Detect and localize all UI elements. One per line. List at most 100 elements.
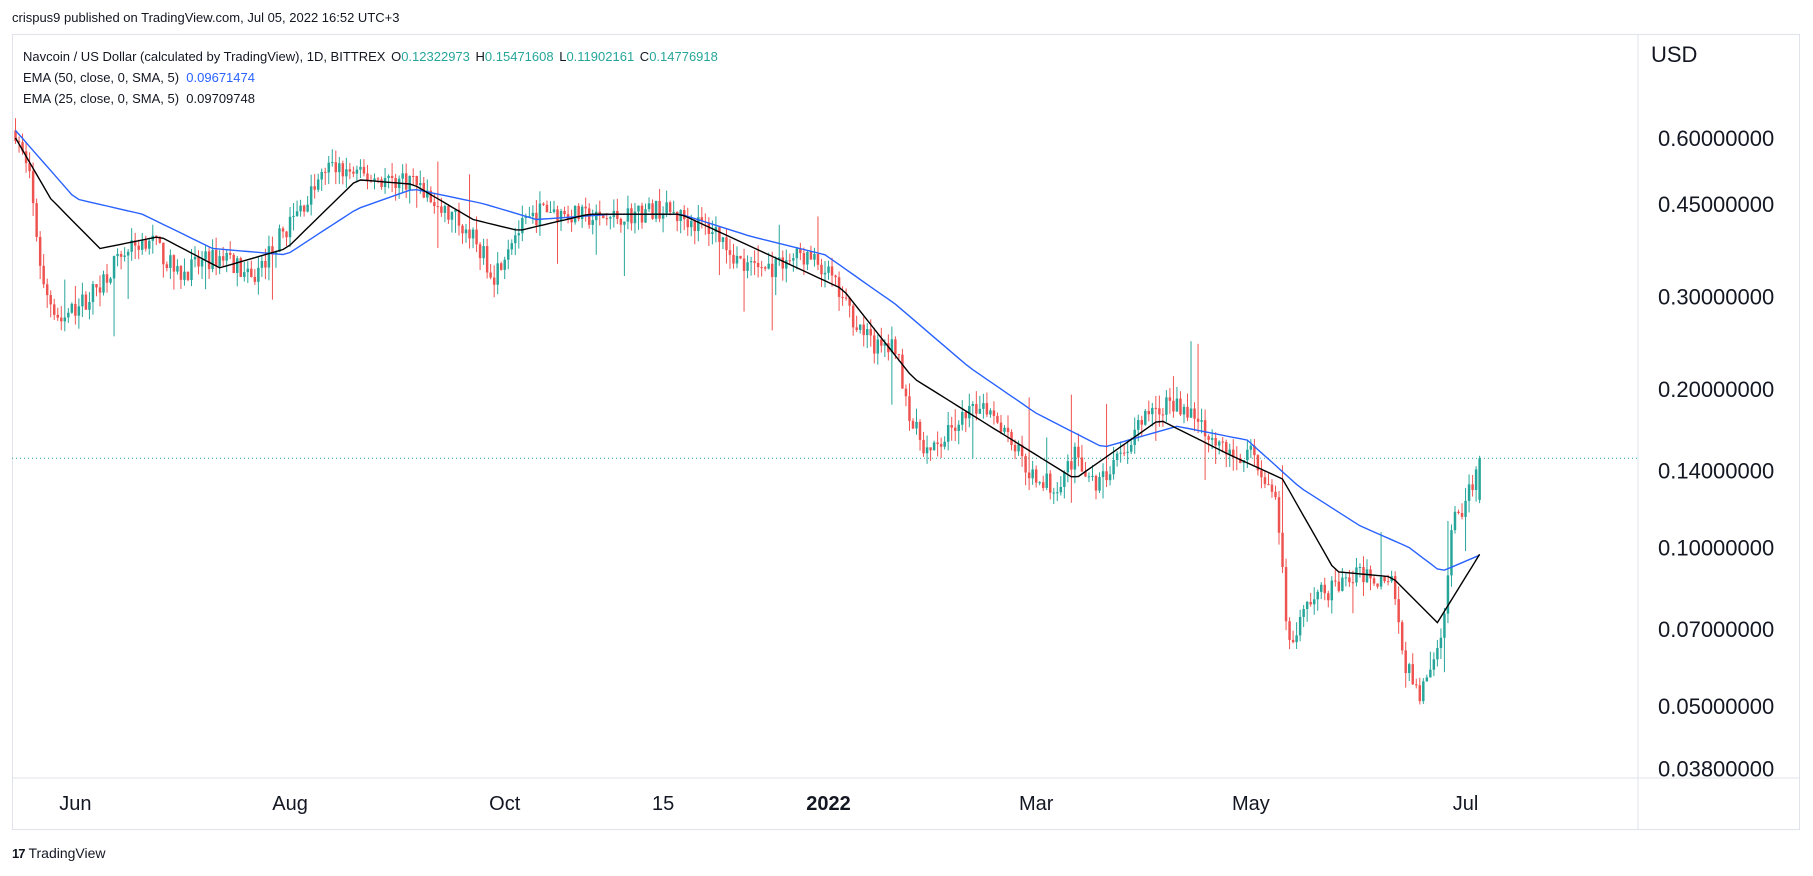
candle[interactable] <box>813 247 816 267</box>
candle[interactable] <box>1182 403 1186 424</box>
candle[interactable] <box>28 152 31 179</box>
candle[interactable] <box>186 271 190 282</box>
candle[interactable] <box>35 198 38 242</box>
candle[interactable] <box>570 209 573 232</box>
candlestick-series[interactable] <box>14 118 1481 705</box>
candle[interactable] <box>1147 400 1151 422</box>
candle[interactable] <box>1302 604 1305 628</box>
candle[interactable] <box>728 238 732 269</box>
candle[interactable] <box>707 217 711 246</box>
candle[interactable] <box>609 215 612 230</box>
candle[interactable] <box>957 420 960 445</box>
candle[interactable] <box>507 239 510 270</box>
candle[interactable] <box>496 252 499 295</box>
candle[interactable] <box>246 261 250 284</box>
candle[interactable] <box>1277 490 1281 545</box>
candle[interactable] <box>612 199 616 228</box>
candle[interactable] <box>799 242 802 261</box>
candle[interactable] <box>890 326 894 405</box>
candle[interactable] <box>862 316 865 347</box>
candle[interactable] <box>355 165 359 183</box>
candle[interactable] <box>975 391 978 421</box>
candle[interactable] <box>1129 437 1133 455</box>
candle[interactable] <box>925 435 929 464</box>
candle[interactable] <box>770 251 774 331</box>
candle[interactable] <box>950 416 953 441</box>
candle[interactable] <box>450 211 454 233</box>
candle[interactable] <box>901 348 904 389</box>
candle[interactable] <box>56 307 59 321</box>
candle[interactable] <box>1411 653 1414 685</box>
candle[interactable] <box>1232 439 1235 471</box>
candle[interactable] <box>816 216 820 271</box>
candle[interactable] <box>95 284 98 297</box>
candle[interactable] <box>1397 586 1400 634</box>
candle[interactable] <box>137 239 140 260</box>
candle[interactable] <box>1390 570 1393 583</box>
candle[interactable] <box>1432 652 1436 677</box>
candle[interactable] <box>1200 408 1203 434</box>
candle[interactable] <box>542 202 545 206</box>
candle[interactable] <box>352 166 355 178</box>
candle[interactable] <box>260 255 264 278</box>
candle[interactable] <box>1161 407 1165 427</box>
candle[interactable] <box>1027 397 1031 491</box>
candle[interactable] <box>485 238 489 279</box>
candle[interactable] <box>1309 592 1312 607</box>
candle[interactable] <box>1379 532 1383 590</box>
candle[interactable] <box>383 167 387 194</box>
candle[interactable] <box>1274 485 1277 500</box>
candle[interactable] <box>806 250 809 271</box>
candle[interactable] <box>454 208 457 233</box>
candle[interactable] <box>1094 474 1098 500</box>
candle[interactable] <box>521 205 524 242</box>
candle[interactable] <box>401 164 404 193</box>
candle[interactable] <box>693 219 697 245</box>
candle[interactable] <box>1105 404 1108 488</box>
candle[interactable] <box>102 270 105 296</box>
candle[interactable] <box>1408 662 1411 682</box>
candle[interactable] <box>1429 651 1432 678</box>
candle[interactable] <box>552 200 556 214</box>
candle[interactable] <box>239 256 242 278</box>
candle[interactable] <box>324 167 327 185</box>
candle[interactable] <box>366 164 369 190</box>
candle[interactable] <box>1024 453 1027 486</box>
candle[interactable] <box>316 173 320 193</box>
candle[interactable] <box>77 298 81 329</box>
candle[interactable] <box>1404 641 1407 688</box>
candle[interactable] <box>1443 607 1446 673</box>
candle[interactable] <box>74 285 77 325</box>
candle[interactable] <box>633 202 637 234</box>
candle[interactable] <box>1334 569 1337 587</box>
candle[interactable] <box>278 224 281 253</box>
candle[interactable] <box>1052 487 1055 505</box>
candle[interactable] <box>253 269 257 285</box>
candle[interactable] <box>1453 505 1457 534</box>
candle[interactable] <box>932 440 936 451</box>
candle[interactable] <box>623 221 626 277</box>
candle[interactable] <box>292 203 295 231</box>
candle[interactable] <box>1038 481 1041 486</box>
candle[interactable] <box>133 232 137 260</box>
candle[interactable] <box>795 246 799 270</box>
candle[interactable] <box>732 243 735 269</box>
candle[interactable] <box>911 418 915 430</box>
candle[interactable] <box>528 206 531 218</box>
candle[interactable] <box>1362 556 1365 597</box>
candle[interactable] <box>1115 451 1119 467</box>
candle[interactable] <box>1295 622 1298 649</box>
candle[interactable] <box>214 237 218 276</box>
candle[interactable] <box>144 235 147 252</box>
candle[interactable] <box>193 246 197 268</box>
candle[interactable] <box>1041 475 1045 491</box>
candle[interactable] <box>1077 433 1080 467</box>
candle[interactable] <box>348 163 352 180</box>
candle[interactable] <box>1457 509 1460 515</box>
candle[interactable] <box>1400 620 1404 655</box>
candle[interactable] <box>953 409 957 442</box>
candle[interactable] <box>475 216 478 253</box>
candle[interactable] <box>668 200 672 216</box>
candle[interactable] <box>531 205 535 224</box>
candle[interactable] <box>1365 559 1369 584</box>
